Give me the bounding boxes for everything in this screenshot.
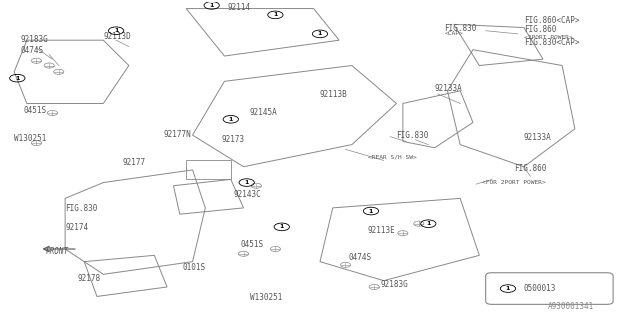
Text: 1: 1 xyxy=(15,76,19,81)
Text: 92173: 92173 xyxy=(221,135,244,144)
Text: 1: 1 xyxy=(280,224,284,229)
Text: 92143C: 92143C xyxy=(234,190,262,199)
Text: 1: 1 xyxy=(273,12,278,17)
Text: A930001341: A930001341 xyxy=(548,302,594,311)
Text: 92183G: 92183G xyxy=(381,280,408,289)
Text: 92114: 92114 xyxy=(228,3,251,12)
Text: 0500013: 0500013 xyxy=(524,284,556,293)
Text: 1: 1 xyxy=(369,209,373,213)
Text: 92145A: 92145A xyxy=(250,108,278,116)
Text: 92174: 92174 xyxy=(65,223,88,232)
Text: FIG.830: FIG.830 xyxy=(396,131,429,140)
Text: 1: 1 xyxy=(209,3,214,8)
Text: W130251: W130251 xyxy=(14,134,47,143)
Text: 0474S: 0474S xyxy=(20,46,44,55)
Text: 92113E: 92113E xyxy=(368,226,396,235)
Text: <2PORT POWER>: <2PORT POWER> xyxy=(524,35,573,40)
Text: 0451S: 0451S xyxy=(241,240,264,249)
Text: 0101S: 0101S xyxy=(183,263,206,272)
Text: 92133A: 92133A xyxy=(435,84,463,93)
Text: FRONT: FRONT xyxy=(46,247,69,256)
Text: W130251: W130251 xyxy=(250,292,282,302)
Text: FIG.860<CAP>: FIG.860<CAP> xyxy=(524,16,579,25)
Text: 92177N: 92177N xyxy=(164,130,191,139)
Text: FIG.830<CAP>: FIG.830<CAP> xyxy=(524,38,579,47)
Text: 1: 1 xyxy=(506,286,510,291)
Text: 1: 1 xyxy=(114,28,118,33)
Text: 92183G: 92183G xyxy=(20,35,48,44)
Text: 0451S: 0451S xyxy=(24,106,47,115)
Text: 92133A: 92133A xyxy=(524,133,552,142)
Text: 92178: 92178 xyxy=(78,274,101,283)
Text: 0474S: 0474S xyxy=(349,253,372,262)
Text: FIG.830: FIG.830 xyxy=(444,24,477,33)
Text: <CAP>: <CAP> xyxy=(444,31,463,36)
Text: <FOR 2PORT POWER>: <FOR 2PORT POWER> xyxy=(483,180,547,185)
Text: 92113B: 92113B xyxy=(320,90,348,99)
Text: 1: 1 xyxy=(228,117,233,122)
Text: 92113D: 92113D xyxy=(103,32,131,41)
Text: FIG.860: FIG.860 xyxy=(524,25,556,34)
Text: FIG.860: FIG.860 xyxy=(515,164,547,173)
Text: <REAR S/H SW>: <REAR S/H SW> xyxy=(368,155,417,160)
Text: 1: 1 xyxy=(244,180,249,185)
Text: 92177: 92177 xyxy=(122,158,145,167)
Text: FIG.830: FIG.830 xyxy=(65,204,97,213)
Text: 1: 1 xyxy=(318,31,322,36)
Bar xyxy=(186,160,231,180)
Text: 1: 1 xyxy=(426,221,431,226)
